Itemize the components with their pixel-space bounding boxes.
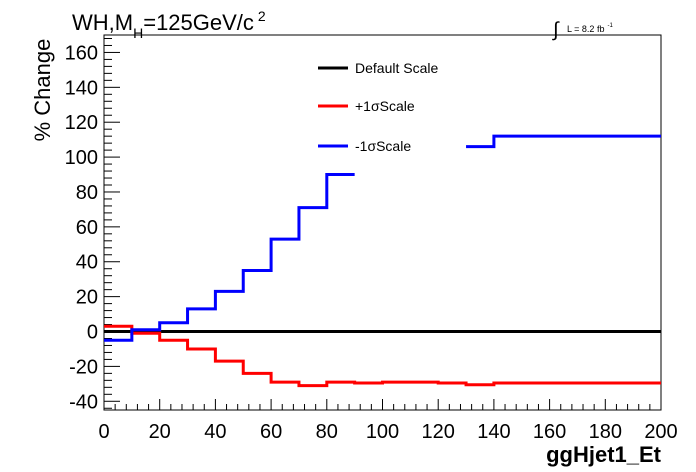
series-line-1	[104, 324, 661, 388]
x-tick-label: 100	[366, 421, 399, 443]
y-tick-label: 80	[76, 182, 98, 204]
y-tick-label: 100	[65, 147, 98, 169]
y-tick-label: 60	[76, 217, 98, 239]
series-line-2	[466, 134, 661, 149]
y-tick-label: -40	[69, 391, 98, 413]
y-tick-label: 0	[87, 322, 98, 344]
y-tick-label: 20	[76, 287, 98, 309]
integral-symbol: ∫	[552, 19, 560, 41]
x-tick-label: 20	[149, 421, 171, 443]
series-group	[104, 134, 661, 388]
legend-label: -1σScale	[355, 138, 411, 154]
y-axis: -40 -20 0 20 40 60 80 100 120 140 160	[65, 37, 120, 413]
y-tick-label: 120	[65, 112, 98, 134]
y-tick-label: 140	[65, 77, 98, 99]
x-tick-label: 160	[533, 421, 566, 443]
x-tick-label: 120	[422, 421, 455, 443]
x-tick-label: 180	[589, 421, 622, 443]
legend-label: +1σScale	[355, 98, 415, 114]
x-tick-label: 140	[477, 421, 510, 443]
series-line-2	[104, 173, 355, 342]
x-axis-label: ggHjet1_Et	[546, 442, 662, 467]
legend: Default Scale +1σScale -1σScale	[318, 60, 438, 154]
x-tick-label: 200	[644, 421, 677, 443]
x-tick-label: 80	[316, 421, 338, 443]
x-tick-label: 40	[204, 421, 226, 443]
y-tick-label: 40	[76, 252, 98, 274]
legend-label: Default Scale	[355, 60, 438, 76]
y-tick-label: -20	[69, 356, 98, 378]
luminosity-label: L = 8.2 fb -1	[567, 23, 613, 34]
y-tick-label: 160	[65, 42, 98, 64]
y-axis-label: % Change	[30, 39, 55, 142]
x-tick-label: 60	[260, 421, 282, 443]
x-axis: 0 20 40 60 80 100 120 140 160 180 200	[98, 399, 678, 443]
x-tick-label: 0	[98, 421, 109, 443]
chart-title: WH,MH=125GeV/c 2	[72, 8, 266, 41]
